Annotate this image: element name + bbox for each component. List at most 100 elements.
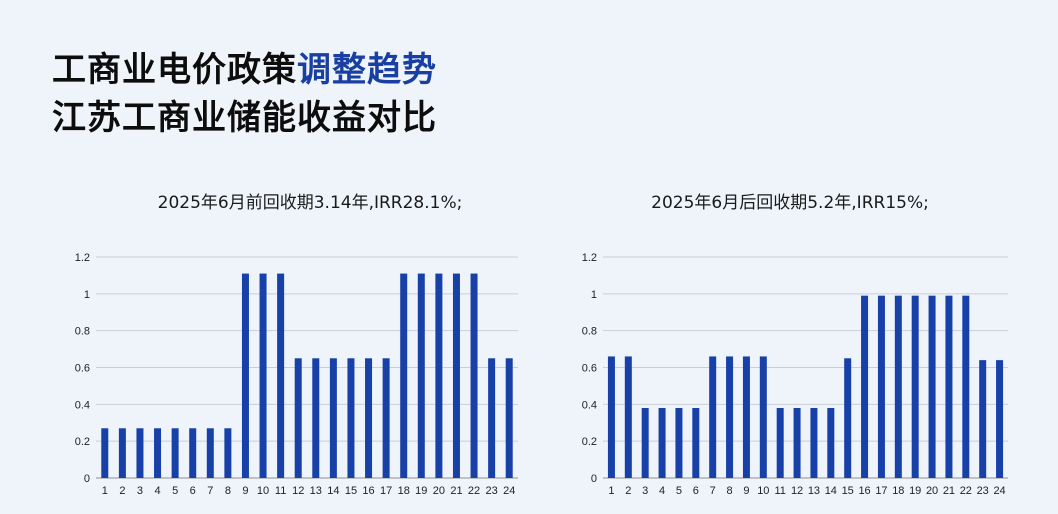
x-tick-label: 1: [102, 485, 108, 497]
x-tick-label: 21: [943, 485, 955, 497]
title-block: 工商业电价政策调整趋势 江苏工商业储能收益对比: [52, 46, 437, 142]
bar-23: [488, 358, 496, 478]
x-tick-label: 14: [825, 485, 837, 497]
bar-18: [894, 295, 902, 478]
y-tick-label: 1.2: [75, 252, 90, 264]
x-tick-label: 12: [292, 485, 304, 497]
title-highlight-part: 调整趋势: [297, 50, 437, 90]
bar-1: [101, 428, 109, 478]
x-tick-label: 16: [362, 485, 374, 497]
bar-4: [658, 408, 666, 478]
y-tick-label: 0.4: [75, 399, 90, 411]
x-tick-label: 10: [757, 485, 769, 497]
bar-19: [417, 273, 425, 478]
x-tick-label: 7: [207, 485, 213, 497]
x-tick-label: 5: [172, 485, 178, 497]
bar-15: [844, 358, 852, 478]
bar-11: [277, 273, 285, 478]
bar-13: [810, 408, 818, 478]
x-tick-label: 17: [875, 485, 887, 497]
x-tick-label: 9: [242, 485, 248, 497]
page-title-line-2: 江苏工商业储能收益对比: [52, 98, 437, 138]
y-tick-label: 0.6: [582, 363, 597, 375]
bar-2: [624, 356, 632, 478]
bar-1: [607, 356, 615, 478]
x-tick-label: 19: [415, 485, 427, 497]
bar-2: [118, 428, 126, 478]
bar-22: [470, 273, 478, 478]
bar-6: [189, 428, 197, 478]
x-tick-label: 23: [486, 485, 498, 497]
x-tick-label: 23: [977, 485, 989, 497]
x-tick-label: 9: [743, 485, 749, 497]
bar-7: [206, 428, 214, 478]
title-black-part: 工商业电价政策: [52, 50, 297, 90]
x-tick-label: 13: [310, 485, 322, 497]
bar-16: [365, 358, 373, 478]
x-tick-label: 4: [154, 485, 160, 497]
x-tick-label: 20: [433, 485, 445, 497]
chart-2-title: 2025年6月后回收期5.2年,IRR15%;: [651, 193, 929, 213]
x-tick-label: 15: [345, 485, 357, 497]
x-tick-label: 18: [398, 485, 410, 497]
bar-13: [312, 358, 320, 478]
bar-11: [776, 408, 784, 478]
x-tick-label: 15: [842, 485, 854, 497]
y-tick-label: 0: [591, 473, 597, 485]
bar-12: [294, 358, 302, 478]
x-tick-label: 22: [960, 485, 972, 497]
bar-24: [505, 358, 513, 478]
chart-after-june-2025: 00.20.40.60.811.21 2 3 4 5 6 7 8 9 10 11 12 13 14 15 16…: [582, 252, 1008, 497]
x-tick-label: 18: [892, 485, 904, 497]
x-tick-label: 16: [858, 485, 870, 497]
y-tick-label: 0.2: [582, 436, 597, 448]
bar-7: [709, 356, 717, 478]
bar-21: [452, 273, 460, 478]
bar-3: [641, 408, 649, 478]
bar-17: [877, 295, 885, 478]
bar-5: [675, 408, 683, 478]
bar-8: [224, 428, 232, 478]
x-tick-label: 8: [225, 485, 231, 497]
bar-10: [259, 273, 267, 478]
bar-20: [928, 295, 936, 478]
x-tick-label: 7: [710, 485, 716, 497]
x-tick-label: 6: [693, 485, 699, 497]
chart-before-june-2025: 00.20.40.60.811.21 2 3 4 5 6 7 8 9 10 11 12 13 14 15 16…: [75, 252, 518, 497]
y-tick-label: 0: [84, 473, 90, 485]
x-tick-label: 5: [676, 485, 682, 497]
bar-24: [996, 360, 1004, 478]
x-tick-label: 6: [190, 485, 196, 497]
x-tick-label: 11: [774, 485, 785, 497]
bar-14: [329, 358, 337, 478]
y-tick-label: 1: [84, 289, 90, 301]
y-tick-label: 0.8: [75, 326, 90, 338]
y-tick-label: 1.2: [582, 252, 597, 264]
x-tick-label: 13: [808, 485, 820, 497]
x-tick-label: 24: [993, 485, 1005, 497]
x-tick-label: 3: [137, 485, 143, 497]
bar-20: [435, 273, 443, 478]
x-tick-label: 2: [625, 485, 631, 497]
bar-10: [759, 356, 767, 478]
bar-15: [347, 358, 355, 478]
x-tick-label: 10: [257, 485, 269, 497]
x-tick-label: 1: [608, 485, 614, 497]
bar-12: [793, 408, 801, 478]
x-tick-label: 4: [659, 485, 665, 497]
x-tick-label: 21: [450, 485, 462, 497]
bar-21: [945, 295, 953, 478]
x-tick-label: 11: [275, 485, 286, 497]
bar-18: [400, 273, 408, 478]
bar-5: [171, 428, 179, 478]
x-tick-label: 20: [926, 485, 938, 497]
bar-17: [382, 358, 390, 478]
x-tick-label: 17: [380, 485, 392, 497]
x-tick-label: 19: [909, 485, 921, 497]
bar-22: [962, 295, 970, 478]
x-tick-label: 8: [727, 485, 733, 497]
bar-4: [154, 428, 162, 478]
y-tick-label: 0.2: [75, 436, 90, 448]
x-tick-label: 14: [327, 485, 339, 497]
bar-3: [136, 428, 144, 478]
